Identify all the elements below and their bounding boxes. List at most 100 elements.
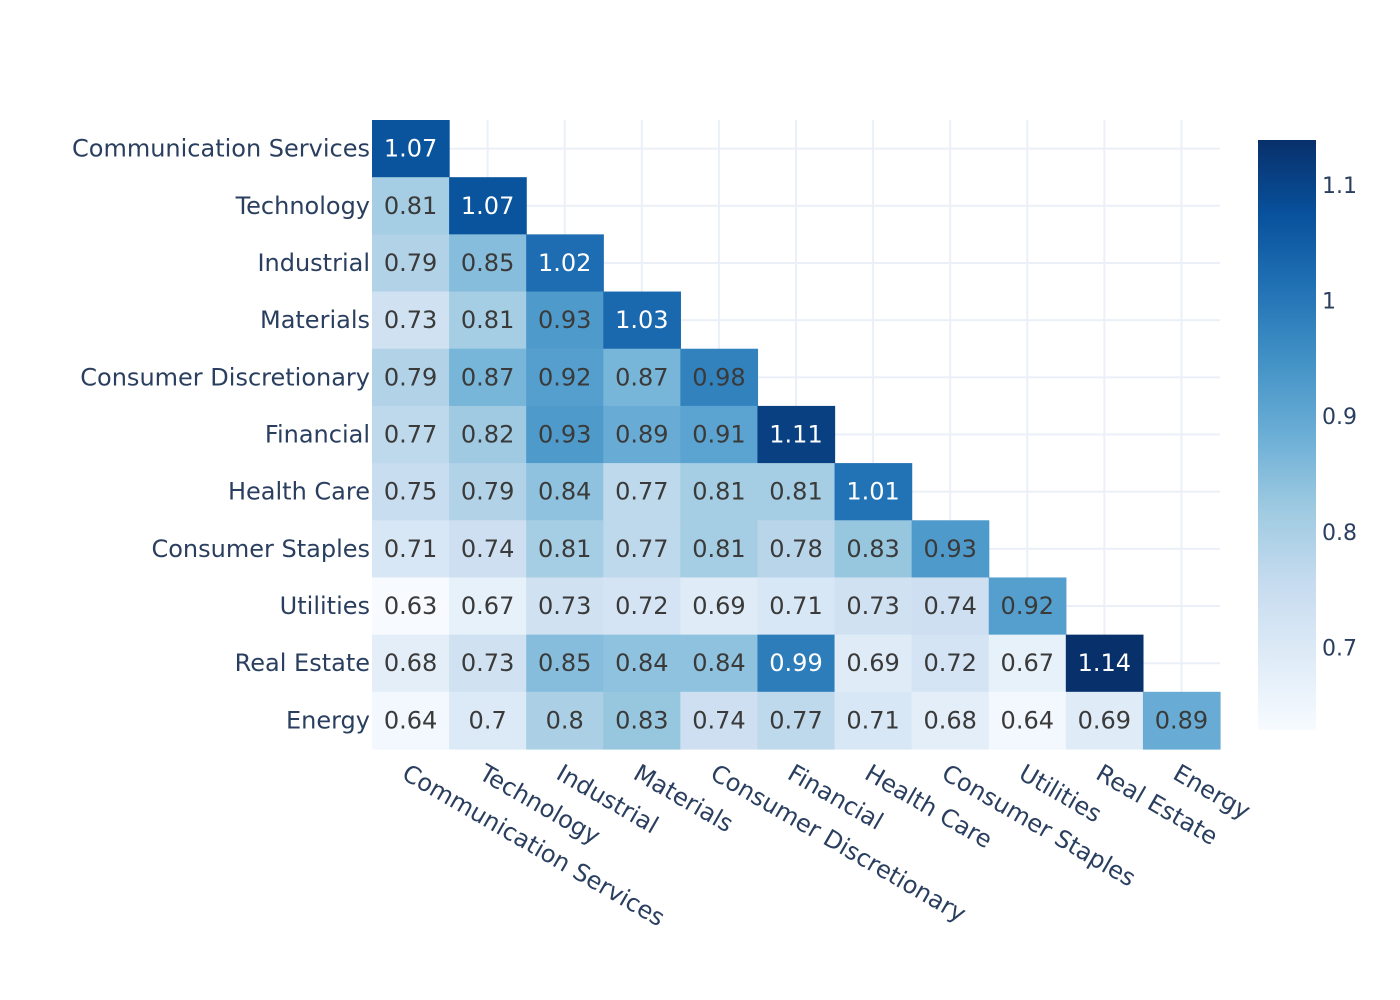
cell-value-label: 0.64 (1001, 706, 1054, 734)
cell-value-label: 0.85 (538, 649, 591, 677)
heatmap-cell-real-estate-materials (603, 634, 681, 693)
cell-value-label: 0.93 (538, 306, 591, 334)
heatmap-cell-materials-materials (603, 291, 681, 350)
heatmap-cell-consumer-discretionary-materials (603, 348, 681, 407)
cell-value-label: 0.87 (615, 363, 668, 391)
cell-value-label: 0.71 (846, 706, 899, 734)
heatmap-cell-financial-industrial (526, 405, 604, 464)
colorbar-tick-label: 1 (1322, 289, 1336, 314)
cell-value-label: 0.85 (461, 249, 514, 277)
cell-value-label: 0.89 (615, 421, 668, 449)
heatmap-cell-consumer-staples-materials (603, 520, 681, 579)
cell-value-label: 0.78 (769, 535, 822, 563)
heatmap-cell-consumer-discretionary-industrial (526, 348, 604, 407)
y-tick-label-health-care: Health Care (228, 478, 370, 506)
heatmap-cell-utilities-financial (757, 577, 836, 636)
heatmap-cell-industrial-communication-services (372, 234, 450, 293)
cell-value-label: 0.84 (615, 649, 668, 677)
cell-value-label: 0.81 (692, 478, 745, 506)
heatmap-cell-energy-consumer-discretionary (680, 691, 759, 750)
heatmap-cell-real-estate-communication-services (372, 634, 450, 693)
cell-value-label: 0.69 (846, 649, 899, 677)
colorbar-tick-label: 0.7 (1322, 637, 1357, 662)
heatmap-cell-energy-financial (757, 691, 836, 750)
cell-value-label: 0.87 (461, 363, 514, 391)
heatmap-cell-consumer-discretionary-technology (449, 348, 527, 407)
colorbar-tick-label: 0.8 (1322, 521, 1357, 546)
heatmap-cell-energy-energy (1142, 691, 1221, 750)
heatmap-cell-technology-communication-services (372, 177, 450, 235)
cell-value-label: 0.63 (384, 592, 437, 620)
cell-value-label: 0.64 (384, 706, 437, 734)
heatmap-cell-consumer-discretionary-communication-services (372, 348, 450, 407)
cell-value-label: 0.93 (923, 535, 976, 563)
y-tick-label-consumer-staples: Consumer Staples (151, 535, 370, 563)
y-tick-label-financial: Financial (265, 421, 370, 449)
cell-value-label: 0.79 (384, 249, 437, 277)
heatmap-cell-real-estate-financial (757, 634, 836, 693)
cell-value-label: 0.77 (384, 421, 437, 449)
heatmap-cell-real-estate-industrial (526, 634, 604, 693)
cell-value-label: 0.77 (615, 535, 668, 563)
cell-value-label: 0.69 (1078, 706, 1131, 734)
heatmap-cells (372, 120, 1221, 750)
heatmap-cell-consumer-staples-health-care (834, 520, 913, 579)
colorbar-tick-labels: 0.7 0.8 0.9 1 1.1 (1322, 174, 1357, 662)
y-tick-label-energy: Energy (286, 706, 370, 734)
cell-value-label: 0.77 (769, 706, 822, 734)
heatmap-cell-utilities-consumer-discretionary (680, 577, 759, 636)
cell-value-label: 0.92 (538, 363, 591, 391)
heatmap-cell-materials-communication-services (372, 291, 450, 350)
heatmap-cell-materials-technology (449, 291, 527, 350)
y-tick-label-industrial: Industrial (257, 249, 370, 277)
heatmap-cell-health-care-industrial (526, 463, 604, 521)
heatmap-cell-labels: 1.07 0.81 1.07 0.79 0.85 1.02 0.73 0.81 0.93 1.03… (384, 135, 1208, 735)
heatmap-cell-utilities-industrial (526, 577, 604, 636)
y-tick-label-communication-services: Communication Services (72, 135, 370, 163)
heatmap-cell-utilities-materials (603, 577, 681, 636)
cell-value-label: 0.72 (923, 649, 976, 677)
y-tick-label-real-estate: Real Estate (235, 649, 370, 677)
heatmap-cell-energy-real-estate (1065, 691, 1144, 750)
cell-value-label: 0.93 (538, 421, 591, 449)
heatmap-cell-industrial-technology (449, 234, 527, 293)
heatmap-cell-energy-materials (603, 691, 681, 750)
cell-value-label: 0.74 (692, 706, 745, 734)
cell-value-label: 0.73 (461, 649, 514, 677)
heatmap-cell-energy-utilities (988, 691, 1067, 750)
cell-value-label: 0.98 (692, 363, 745, 391)
colorbar: 0.7 0.8 0.9 1 1.1 (1258, 140, 1357, 730)
cell-value-label: 0.72 (615, 592, 668, 620)
cell-value-label: 0.84 (692, 649, 745, 677)
cell-value-label: 1.02 (538, 249, 591, 277)
heatmap-cell-consumer-staples-industrial (526, 520, 604, 579)
heatmap-cell-industrial-industrial (526, 234, 604, 293)
y-tick-label-utilities: Utilities (280, 592, 370, 620)
cell-value-label: 0.71 (384, 535, 437, 563)
heatmap-cell-health-care-financial (757, 463, 836, 521)
x-axis-tick-labels: Communication ServicesTechnologyIndustri… (398, 758, 1256, 932)
cell-value-label: 0.8 (546, 706, 584, 734)
cell-value-label: 0.81 (538, 535, 591, 563)
heatmap-cell-utilities-consumer-staples (911, 577, 990, 636)
heatmap-cell-energy-technology (449, 691, 527, 750)
cell-value-label: 0.89 (1155, 706, 1208, 734)
cell-value-label: 0.73 (538, 592, 591, 620)
y-tick-label-materials: Materials (260, 306, 370, 334)
heatmap-cell-real-estate-health-care (834, 634, 913, 693)
cell-value-label: 0.81 (384, 192, 437, 220)
cell-value-label: 0.99 (769, 649, 822, 677)
heatmap-cell-real-estate-utilities (988, 634, 1067, 693)
heatmap-cell-utilities-technology (449, 577, 527, 636)
heatmap-cell-consumer-staples-financial (757, 520, 836, 579)
heatmap-cell-real-estate-consumer-discretionary (680, 634, 759, 693)
heatmap-cell-consumer-staples-consumer-staples (911, 520, 990, 579)
heatmap-cell-consumer-staples-communication-services (372, 520, 450, 579)
cell-value-label: 0.74 (923, 592, 976, 620)
heatmap-cell-energy-industrial (526, 691, 604, 750)
cell-value-label: 0.77 (615, 478, 668, 506)
cell-value-label: 0.67 (461, 592, 514, 620)
cell-value-label: 0.79 (461, 478, 514, 506)
heatmap-cell-financial-consumer-discretionary (680, 405, 759, 464)
